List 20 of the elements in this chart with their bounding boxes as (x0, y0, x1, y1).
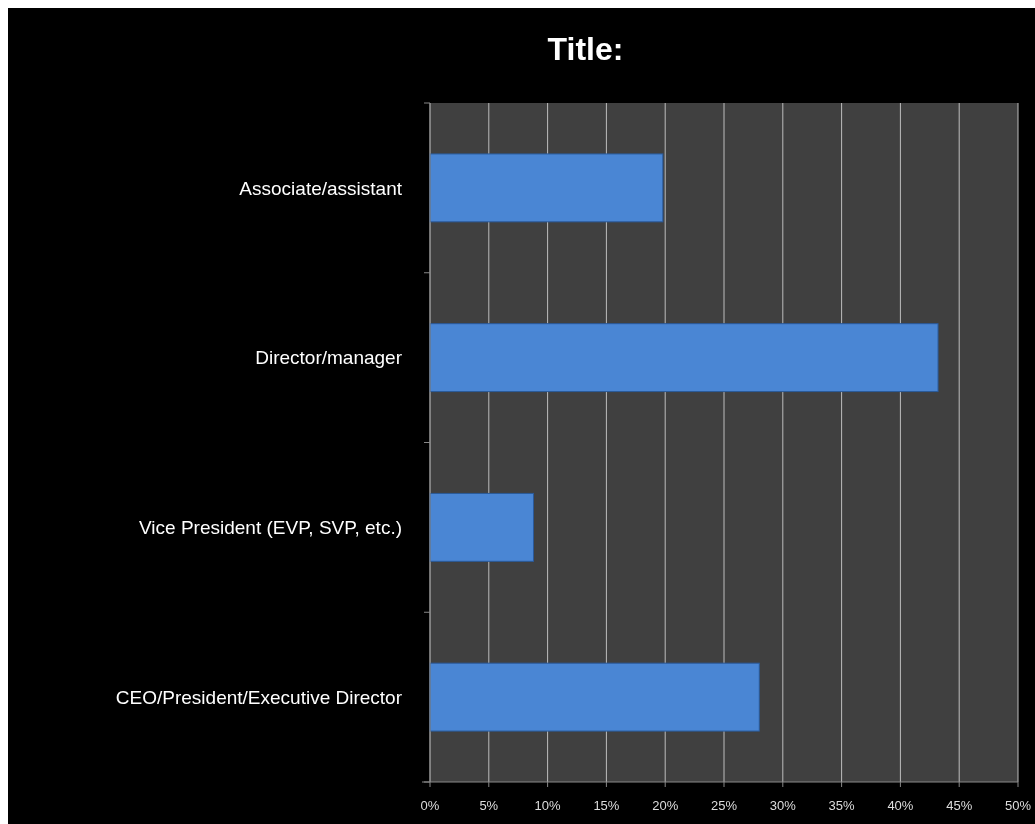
x-tick-label: 0% (420, 798, 440, 813)
x-tick-label: 5% (479, 798, 499, 813)
x-tick-label: 20% (652, 798, 679, 813)
chart-title: Title: (547, 31, 624, 67)
x-tick-label: 25% (710, 798, 738, 813)
x-tick-label: 50% (1004, 798, 1032, 813)
x-tick-label: 10% (534, 798, 562, 813)
x-tick-label: 45% (946, 798, 973, 813)
x-tick-label: 15% (593, 798, 620, 813)
y-tick-label: Associate/assistant (239, 177, 403, 199)
x-tick-label: 30% (769, 798, 797, 813)
bar (429, 492, 534, 562)
x-tick-label: 40% (887, 798, 914, 813)
x-tick-label: 35% (828, 798, 856, 813)
y-tick-label: Vice President (EVP, SVP, etc.) (139, 517, 402, 539)
y-tick-label: CEO/President/Executive Director (115, 686, 403, 708)
bar (429, 153, 664, 223)
bar (429, 662, 760, 732)
bar (429, 323, 939, 393)
y-tick-label: Director/manager (255, 347, 403, 369)
